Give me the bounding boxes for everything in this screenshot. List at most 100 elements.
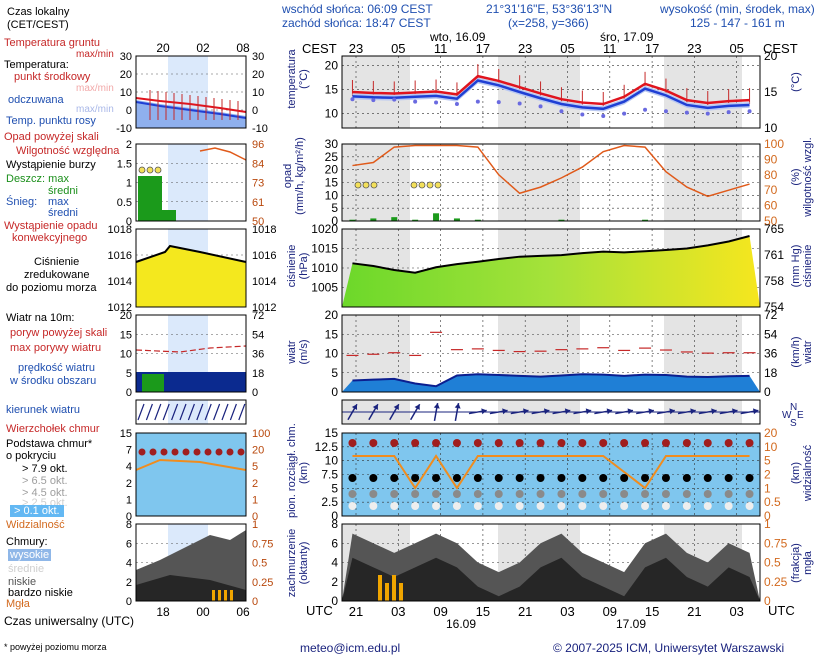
wind-right-tick: 0 [764, 385, 771, 399]
wind-speed-area [342, 374, 760, 392]
precip-left-label: opad (mm/h, kg/m²/h) [282, 137, 306, 215]
mini-storm-marker [154, 166, 162, 174]
precipitation-left-tick: 15 [325, 176, 339, 190]
cest-label-left: CEST [302, 41, 337, 56]
mini-temp-left-tick: -10 [116, 123, 132, 135]
dew-point-dot [684, 110, 689, 115]
dew-point-dot [475, 99, 480, 104]
pressure-right-tick: 761 [764, 248, 784, 262]
wind-arrow-head [502, 408, 508, 415]
cloud-base-right-tick: 10 [764, 440, 778, 454]
cloud-base-dot-65 [536, 490, 545, 498]
pressure-area [342, 236, 760, 307]
cloud-base-dot-25 [348, 502, 357, 510]
mini-cloud-cover-left-tick: 2 [126, 577, 132, 589]
cloud-base-dot-65 [641, 490, 650, 498]
legend-pressure2: zredukowane [24, 269, 90, 281]
wind-arrow [740, 408, 759, 415]
cloud-cover-left-tick: 0 [331, 594, 338, 608]
cloud-base-sky [342, 433, 760, 516]
mini-wind-arrow [145, 403, 153, 421]
mini-cloud-cover-left-tick: 6 [126, 538, 132, 550]
cloud-base-dot-65 [661, 490, 670, 498]
top-hour-label: 05 [391, 41, 405, 56]
footer-email[interactable]: meteo@icm.edu.pl [300, 641, 401, 655]
precipitation-right-tick: 90 [764, 152, 778, 166]
cloud-base-dot-25 [682, 502, 691, 510]
wind-arrow-head [752, 408, 759, 415]
mini-precip-frame [135, 143, 247, 222]
temperature-right-tick: 15 [764, 85, 778, 99]
cloud-base-right-tick: 0 [764, 509, 771, 523]
wind-arrow-head [711, 408, 717, 415]
wind-right-label: (km/h) wiatr [790, 336, 814, 368]
legend-local-time-sub: (CET/CEST) [7, 19, 69, 31]
cloud-base-dot [724, 474, 733, 482]
cloud-base-left-tick: 5 [331, 481, 338, 495]
mini-visibility-line [135, 458, 247, 471]
cloud-base-dot [369, 474, 378, 482]
mini-precip-right-tick: 84 [252, 158, 264, 170]
cloud-base-left-tick: 0 [331, 509, 338, 523]
cloud-base-dot-25 [557, 502, 566, 510]
bottom-hour-label: 09 [433, 604, 447, 619]
bottom-hour-label: 21 [687, 604, 701, 619]
precipitation-left-tick: 25 [325, 150, 339, 164]
cb-right-label: (km) widzialność [790, 444, 814, 502]
mini-local-tick: 20 [156, 41, 170, 55]
cl-right-label: (frakcja) mgła [790, 543, 814, 583]
legend-gust-max: max porywy wiatru [10, 342, 102, 354]
mini-cloud-cover-left-tick: 8 [126, 519, 132, 531]
mini-cloud-cover-left-tick: 0 [126, 596, 132, 608]
wind-arrow-head [669, 408, 675, 415]
mini-cloud-base-left-tick: 0 [126, 511, 132, 523]
precip-bar [642, 219, 649, 221]
wind-frame [341, 314, 761, 393]
mini-cloud-cover-right-tick: 0.25 [252, 577, 273, 589]
mini-wind-right-tick: 54 [252, 329, 264, 341]
cloud-base-left-tick: 10 [325, 454, 339, 468]
mini-wind-arrow [162, 403, 170, 421]
mini-cloud-top-dot [171, 448, 179, 456]
mini-fog-bar [218, 590, 221, 601]
cloud-top-dot [432, 439, 441, 447]
wind-arrow [698, 408, 717, 415]
mini-precip-right-tick: 73 [252, 178, 264, 190]
legend-mid-point: punkt środkowy [14, 71, 91, 83]
cloud-base-right-tick: 2 [764, 468, 771, 482]
wind-right-tick: 36 [764, 347, 778, 361]
legend-snow-max: max [48, 196, 69, 208]
mini-pressure-left-tick: 1018 [108, 224, 132, 236]
precipitation-right-tick: 80 [764, 168, 778, 182]
mini-temp-right-tick: 30 [252, 51, 264, 63]
cloud-cover-very-low [342, 557, 760, 601]
press-right-label: (mm Hg) ciśnienie [790, 244, 814, 288]
wind-arrow-head [393, 404, 399, 411]
mini-rain-bar-small [162, 210, 176, 221]
mini-cloud-base-right-tick: 0 [252, 511, 258, 523]
cloud-top-dot [452, 439, 461, 447]
mini-precip-left-tick: 2 [126, 139, 132, 151]
dew-point-dot [434, 100, 439, 105]
precip-bar [370, 218, 377, 221]
cloud-base-dot [390, 474, 399, 482]
fog-bar [385, 583, 389, 601]
wind-speed-line [352, 373, 750, 388]
cloud-base-right-tick: 1 [764, 481, 771, 495]
wind-direction-frame [341, 399, 761, 425]
legend-mid: średnie [8, 563, 45, 575]
dew-point-dot [643, 107, 648, 112]
cloud-base-dot [745, 474, 754, 482]
bottom-hour-label: 03 [391, 604, 405, 619]
mini-wind-left-tick: 10 [120, 349, 132, 361]
mini-wind-right-tick: 18 [252, 368, 264, 380]
dew-point-dot [392, 97, 397, 102]
mini-cloud-base-left-tick: 7 [126, 445, 132, 457]
cloud-base-dot [432, 474, 441, 482]
cloud-base-dot [348, 474, 357, 482]
mini-cloud-top-dot [204, 448, 212, 456]
compass-w: W [782, 410, 792, 421]
cloud-base-dot-65 [682, 490, 691, 498]
cloud-cover-left-tick: 8 [331, 517, 338, 531]
